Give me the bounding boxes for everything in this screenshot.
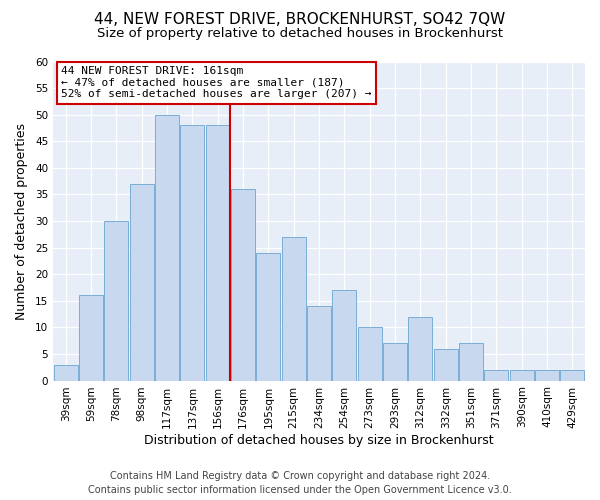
Bar [409,317,433,380]
Bar [535,370,559,380]
Text: 44, NEW FOREST DRIVE, BROCKENHURST, SO42 7QW: 44, NEW FOREST DRIVE, BROCKENHURST, SO42… [94,12,506,28]
Bar [130,184,154,380]
Bar [383,344,407,380]
X-axis label: Distribution of detached houses by size in Brockenhurst: Distribution of detached houses by size … [144,434,494,448]
Bar [79,296,103,380]
Text: Size of property relative to detached houses in Brockenhurst: Size of property relative to detached ho… [97,28,503,40]
Bar [307,306,331,380]
Text: 44 NEW FOREST DRIVE: 161sqm
← 47% of detached houses are smaller (187)
52% of se: 44 NEW FOREST DRIVE: 161sqm ← 47% of det… [61,66,371,100]
Bar [256,253,280,380]
Bar [281,237,306,380]
Bar [155,114,179,380]
Bar [231,189,255,380]
Bar [459,344,483,380]
Bar [358,328,382,380]
Bar [181,126,205,380]
Bar [560,370,584,380]
Y-axis label: Number of detached properties: Number of detached properties [15,122,28,320]
Bar [434,348,458,380]
Bar [206,126,230,380]
Bar [484,370,508,380]
Bar [53,364,78,380]
Bar [509,370,534,380]
Text: Contains HM Land Registry data © Crown copyright and database right 2024.
Contai: Contains HM Land Registry data © Crown c… [88,471,512,495]
Bar [332,290,356,380]
Bar [104,221,128,380]
